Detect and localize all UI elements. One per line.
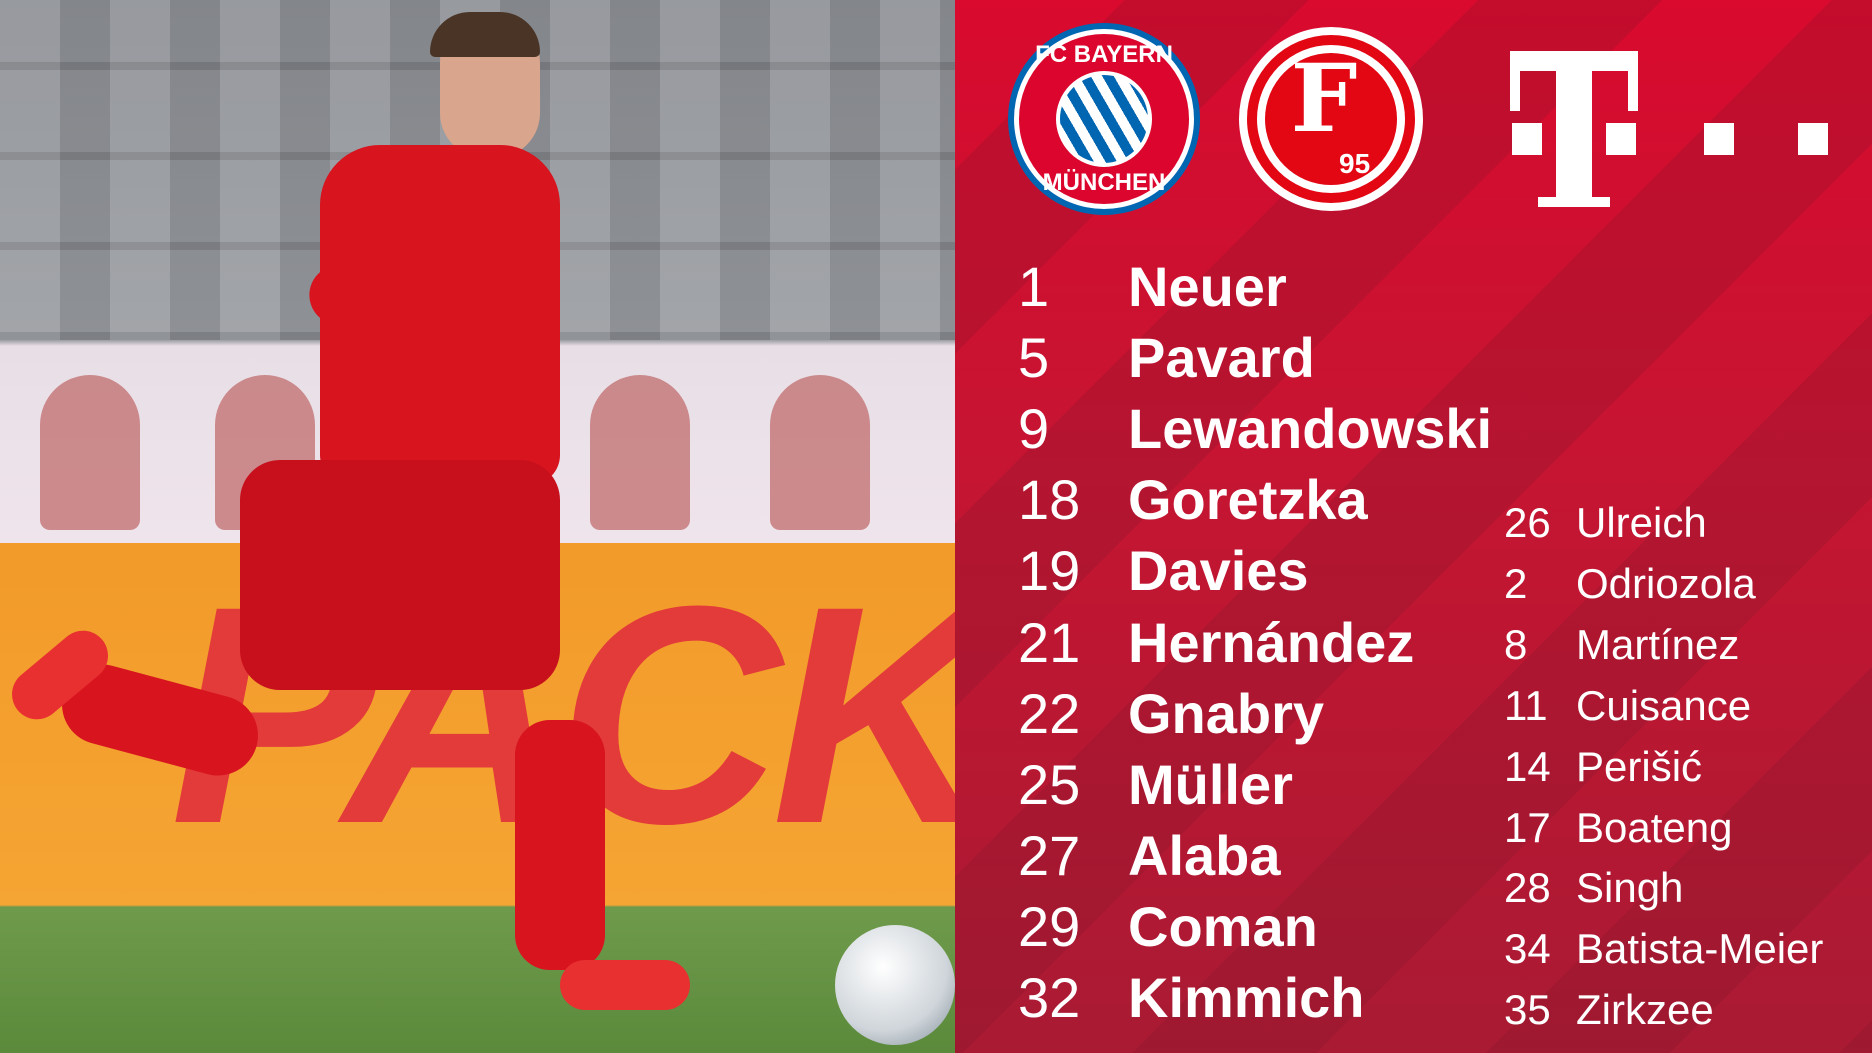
- player-number: 2: [1504, 559, 1528, 607]
- player-number: 17: [1504, 803, 1551, 851]
- player-number: 28: [1504, 864, 1551, 912]
- player-boot: [560, 960, 690, 1010]
- player-name: Ulreich: [1576, 499, 1707, 546]
- bayern-logo: FC BAYERN MÜNCHEN: [1008, 23, 1200, 215]
- player-number: 9: [1018, 397, 1050, 461]
- player-name: Gnabry: [1128, 681, 1325, 745]
- player-name: Davies: [1128, 539, 1309, 603]
- player-number: 34: [1504, 925, 1551, 973]
- player-number: 11: [1504, 681, 1548, 729]
- player-name: Pavard: [1128, 326, 1315, 390]
- player-number: 26: [1504, 499, 1551, 546]
- banner-face: [590, 375, 690, 530]
- banner-face: [770, 375, 870, 530]
- player-number: 35: [1504, 986, 1551, 1034]
- player-number: 5: [1018, 326, 1050, 390]
- player-name: Müller: [1128, 752, 1293, 816]
- player-name: Boateng: [1576, 803, 1733, 851]
- player-number: 29: [1018, 894, 1081, 958]
- player-number: 32: [1018, 966, 1081, 1029]
- player-shorts: [240, 460, 560, 690]
- player-name: Hernández: [1128, 610, 1415, 674]
- player-number: 1: [1018, 255, 1050, 318]
- player-name: Alaba: [1128, 823, 1281, 887]
- player-name: Martínez: [1576, 620, 1740, 668]
- player-photo: PACKST: [0, 0, 955, 1053]
- player-number: 8: [1504, 620, 1528, 668]
- player-number: 14: [1504, 742, 1551, 790]
- player-name: Perišić: [1576, 742, 1703, 790]
- player-hair: [430, 12, 540, 57]
- player-number: 21: [1018, 610, 1081, 674]
- player-name: Singh: [1576, 864, 1684, 912]
- fortuna-logo-number: 95: [1339, 148, 1371, 179]
- player-name: Batista-Meier: [1576, 925, 1824, 973]
- player-name: Goretzka: [1128, 468, 1368, 532]
- player-number: 27: [1018, 823, 1081, 887]
- player-name: Cuisance: [1576, 681, 1752, 729]
- player-number: 22: [1018, 681, 1081, 745]
- banner-face: [40, 375, 140, 530]
- player-name: Neuer: [1128, 255, 1287, 318]
- player-name: Zirkzee: [1576, 986, 1714, 1034]
- player-number: 25: [1018, 752, 1081, 816]
- player-number: 18: [1018, 468, 1081, 532]
- fortuna-logo: F 95: [1239, 27, 1423, 211]
- player-name: Coman: [1128, 894, 1318, 958]
- football: [835, 925, 955, 1045]
- bayern-logo-top-text: FC BAYERN: [1035, 41, 1173, 68]
- player-name: Kimmich: [1128, 966, 1365, 1029]
- fortuna-logo-letter: F: [1290, 51, 1358, 147]
- bayern-logo-bottom-text: MÜNCHEN: [1042, 169, 1166, 196]
- player-number: 19: [1018, 539, 1081, 603]
- player-name: Lewandowski: [1128, 397, 1493, 461]
- player-leg: [515, 720, 605, 970]
- player-name: Odriozola: [1576, 559, 1756, 607]
